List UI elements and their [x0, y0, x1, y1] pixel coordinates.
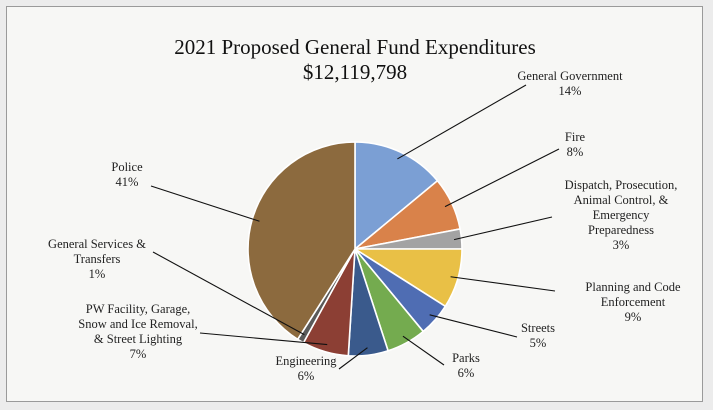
- slice-label-police: Police 41%: [111, 160, 143, 189]
- slice-label-line: 8%: [567, 145, 584, 159]
- chart-title: 2021 Proposed General Fund Expenditures: [174, 35, 536, 59]
- slice-label-line: Fire: [565, 130, 586, 144]
- leader-line-planning-and-code-enforcement: [450, 276, 556, 292]
- pie-chart: 2021 Proposed General Fund Expenditures …: [48, 35, 681, 383]
- slice-label-line: Planning and Code: [585, 280, 681, 294]
- leader-line-police: [150, 185, 260, 222]
- leader-line-fire: [444, 148, 560, 208]
- slice-label-line: 1%: [89, 267, 106, 281]
- slice-label-line: Parks: [452, 351, 480, 365]
- slice-label-line: 6%: [298, 369, 315, 383]
- slice-label-line: Animal Control, &: [574, 193, 669, 207]
- slice-label-line: Transfers: [74, 252, 121, 266]
- slice-label-line: Engineering: [275, 354, 337, 368]
- slice-label-line: Snow and Ice Removal,: [78, 317, 197, 331]
- leader-line-general-services-transfers: [152, 251, 305, 336]
- slice-label-line: PW Facility, Garage,: [86, 302, 191, 316]
- leader-line-dispatch-prosecution-animal-control-emergency-preparedness: [453, 216, 553, 241]
- slice-label-line: Dispatch, Prosecution,: [565, 178, 678, 192]
- pie-slice-general-government: [354, 141, 439, 251]
- slice-label-general-services-transfers: General Services & Transfers 1%: [48, 237, 146, 281]
- slice-label-line: Police: [111, 160, 143, 174]
- slice-label-line: 3%: [613, 238, 630, 252]
- leader-line-streets: [429, 314, 518, 338]
- slice-labels: General Government 14% Fire 8% Dispatch, Pro…: [48, 69, 681, 383]
- chart-frame: 2021 Proposed General Fund Expenditures …: [6, 6, 703, 402]
- slice-label-line: & Street Lighting: [94, 332, 183, 346]
- slice-label-pw-facility-garage-snow-and-ice-removal-street-lighting: PW Facility, Garage, Snow and Ice Removal…: [78, 302, 197, 361]
- leader-line-pw-facility-garage-snow-and-ice-removal-street-lighting: [199, 332, 328, 346]
- slice-label-line: 6%: [458, 366, 475, 380]
- slice-label-line: Emergency: [593, 208, 650, 222]
- leader-line-parks: [402, 335, 445, 366]
- slice-label-line: 41%: [116, 175, 139, 189]
- slice-label-line: Enforcement: [601, 295, 666, 309]
- slice-label-line: Streets: [521, 321, 555, 335]
- slice-label-line: 9%: [625, 310, 642, 324]
- leader-line-engineering: [338, 347, 368, 370]
- slice-label-line: 7%: [130, 347, 147, 361]
- chart-subtitle: $12,119,798: [303, 60, 407, 84]
- slice-label-line: General Government: [517, 69, 623, 83]
- leader-line-general-government: [397, 84, 527, 160]
- slice-label-fire: Fire 8%: [565, 130, 586, 159]
- pie-slices: [247, 141, 463, 357]
- slice-label-parks: Parks 6%: [452, 351, 480, 380]
- slice-label-streets: Streets 5%: [521, 321, 555, 350]
- slice-label-line: 14%: [559, 84, 582, 98]
- slice-label-engineering: Engineering 6%: [275, 354, 337, 383]
- slice-label-dispatch-prosecution-animal-control-emergency-preparedness: Dispatch, Prosecution, Animal Control, & E…: [565, 178, 678, 252]
- slice-label-general-government: General Government 14%: [517, 69, 623, 98]
- slice-label-planning-and-code-enforcement: Planning and Code Enforcement 9%: [585, 280, 681, 324]
- slice-label-line: General Services &: [48, 237, 146, 251]
- slice-label-line: Preparedness: [588, 223, 654, 237]
- slice-label-line: 5%: [530, 336, 547, 350]
